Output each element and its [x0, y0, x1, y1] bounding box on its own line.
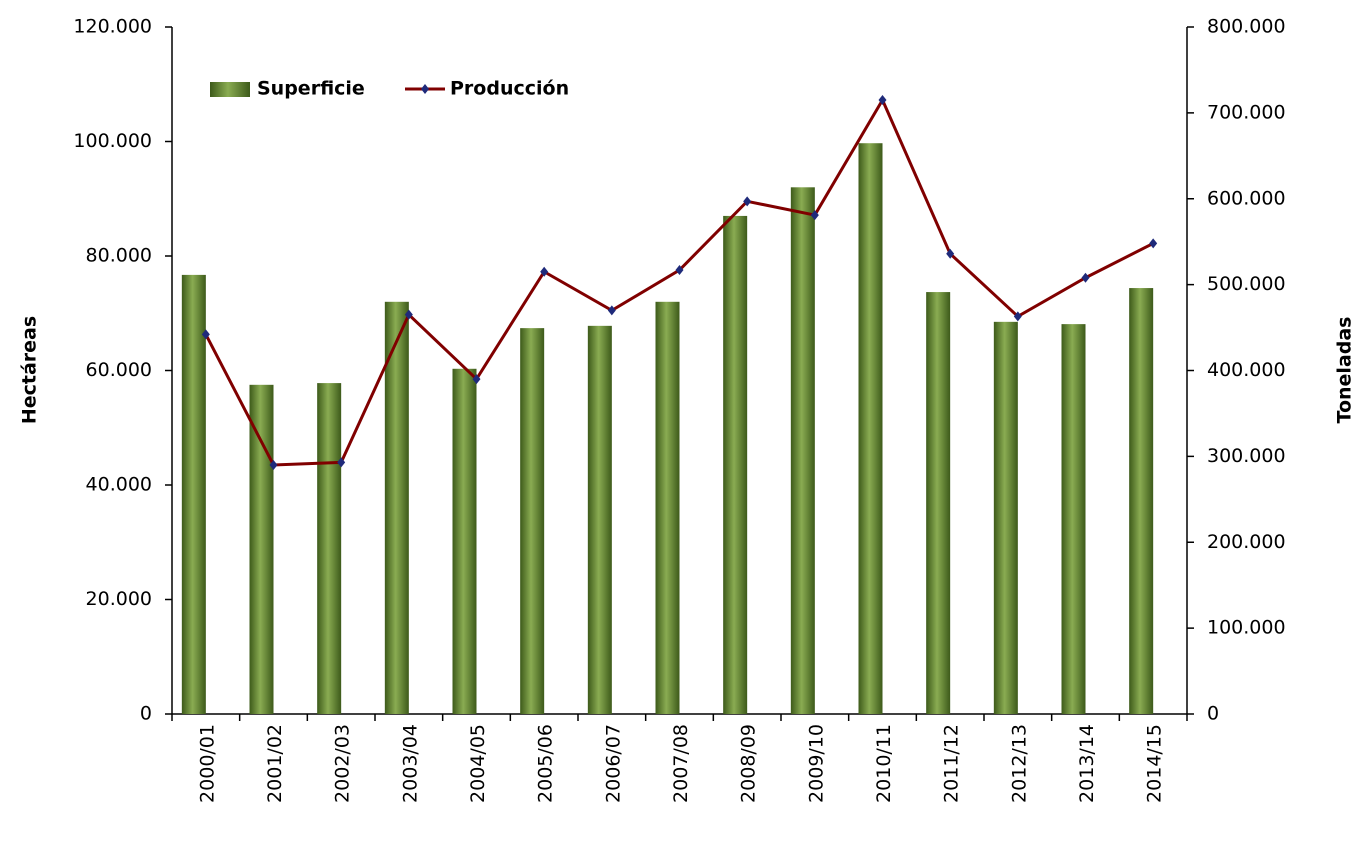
legend-label: Producción [450, 78, 569, 100]
bar [587, 325, 612, 714]
y-tick-label: 80.000 [86, 245, 152, 267]
x-tick-label: 2010/11 [873, 724, 895, 803]
y-axis-title: Hectáreas [19, 316, 41, 424]
marker [472, 374, 481, 385]
x-tick-label: 2011/12 [941, 724, 963, 803]
marker [337, 457, 346, 468]
x-tick-label: 2008/09 [738, 724, 760, 803]
x-tick-label: 2001/02 [264, 724, 286, 803]
y-tick-label: 40.000 [86, 474, 152, 496]
x-tick-label: 2009/10 [805, 724, 827, 803]
marker [269, 459, 278, 470]
x-tick-label: 2002/03 [332, 724, 354, 803]
bar [790, 187, 815, 715]
y2-tick-label: 200.000 [1207, 531, 1286, 553]
bar [993, 321, 1018, 714]
bar [723, 215, 748, 715]
bar [520, 328, 545, 714]
x-tick-label: 2014/15 [1144, 724, 1166, 803]
marker [1149, 238, 1158, 249]
y2-tick-label: 400.000 [1207, 359, 1286, 381]
x-tick-label: 2013/14 [1076, 724, 1098, 803]
bar [1129, 288, 1154, 714]
y2-tick-label: 800.000 [1207, 16, 1286, 38]
x-tick-label: 2005/06 [535, 724, 557, 803]
marker [1081, 272, 1090, 283]
marker [810, 210, 819, 221]
marker [404, 309, 413, 320]
y2-tick-label: 100.000 [1207, 617, 1286, 639]
y-tick-label: 100.000 [73, 130, 152, 152]
y2-tick-label: 300.000 [1207, 445, 1286, 467]
y2-axis-title: Toneladas [1334, 317, 1356, 424]
y-tick-label: 120.000 [73, 16, 152, 38]
legend-marker [421, 84, 429, 94]
y2-tick-label: 600.000 [1207, 187, 1286, 209]
bar [926, 292, 951, 714]
y-tick-label: 60.000 [86, 359, 152, 381]
bar [384, 301, 409, 714]
legend-swatch [210, 82, 250, 97]
x-tick-label: 2006/07 [602, 724, 624, 803]
x-tick-label: 2003/04 [399, 724, 421, 803]
y2-tick-label: 700.000 [1207, 101, 1286, 123]
bar [655, 301, 680, 714]
marker [946, 248, 955, 259]
bar [452, 368, 477, 714]
x-tick-label: 2000/01 [196, 724, 218, 803]
x-tick-label: 2004/05 [467, 724, 489, 803]
marker [1013, 311, 1022, 322]
marker [540, 266, 549, 277]
y2-tick-label: 500.000 [1207, 273, 1286, 295]
bar [249, 384, 274, 714]
marker [607, 305, 616, 316]
y2-tick-label: 0 [1207, 703, 1219, 725]
bar [1061, 324, 1086, 714]
legend-label: Superficie [257, 78, 365, 100]
marker [675, 265, 684, 276]
bar [181, 274, 206, 714]
marker [878, 94, 887, 105]
y-tick-label: 0 [140, 703, 152, 725]
y-tick-label: 20.000 [86, 588, 152, 610]
bar [317, 383, 342, 714]
marker [201, 329, 210, 340]
x-tick-label: 2007/08 [670, 724, 692, 803]
bar [858, 143, 883, 714]
x-tick-label: 2012/13 [1008, 724, 1030, 803]
marker [743, 196, 752, 207]
